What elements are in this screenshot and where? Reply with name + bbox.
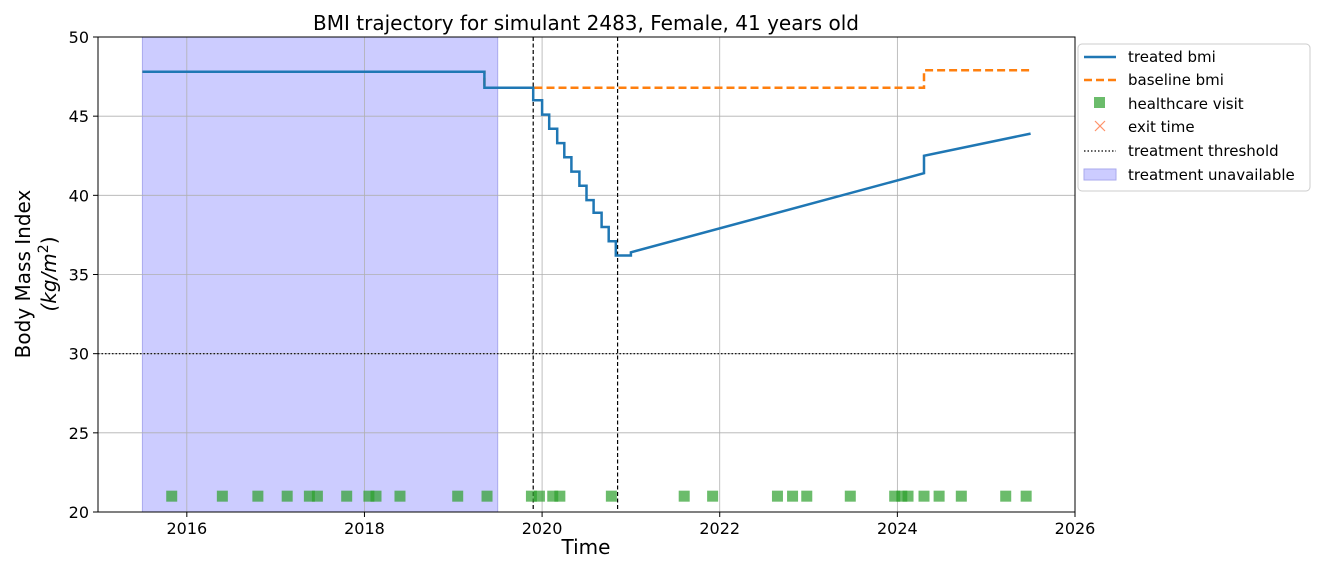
legend-label-treated: treated bmi (1128, 48, 1216, 66)
healthcare-visit-marker (394, 490, 406, 502)
healthcare-visit-marker (547, 490, 559, 502)
healthcare-visit-marker (525, 490, 537, 502)
healthcare-visit-marker (801, 490, 813, 502)
healthcare-visit-marker (303, 490, 315, 502)
healthcare-visit-marker (771, 490, 783, 502)
y-axis-unit: (kg/m2) (36, 236, 61, 311)
y-tick-label: 50 (69, 28, 89, 47)
healthcare-visit-marker (902, 490, 914, 502)
healthcare-visit-marker (281, 490, 293, 502)
treated-bmi-line (142, 70, 1031, 257)
grid (98, 37, 1075, 512)
y-tick-label: 25 (69, 424, 89, 443)
y-tick-label: 40 (69, 186, 89, 205)
healthcare-visit-marker (933, 490, 945, 502)
y-axis-title: Body Mass Index (11, 190, 35, 359)
legend-label-threshold: treatment threshold (1128, 142, 1279, 160)
healthcare-visit-marker (1000, 490, 1012, 502)
legend-label-baseline: baseline bmi (1128, 71, 1224, 89)
healthcare-visit-marker (311, 490, 323, 502)
legend-swatch-unavailable (1083, 168, 1117, 181)
baseline-bmi-line (142, 69, 1031, 89)
chart-title: BMI trajectory for simulant 2483, Female… (313, 11, 859, 35)
healthcare-visit-marker (1020, 490, 1032, 502)
healthcare-visit-marker (844, 490, 856, 502)
healthcare-visit-marker (787, 490, 799, 502)
x-tick-label: 2024 (877, 519, 918, 538)
healthcare-visit-marker (216, 490, 228, 502)
healthcare-visit-marker (363, 490, 375, 502)
healthcare-visit-marker (678, 490, 690, 502)
healthcare-visit-marker (896, 490, 908, 502)
legend-box (1077, 43, 1311, 192)
legend-label-visit: healthcare visit (1128, 95, 1244, 113)
legend-label-unavailable: treatment unavailable (1128, 166, 1295, 184)
legend-swatch-visit (1094, 97, 1105, 108)
healthcare-visit-marker (341, 490, 353, 502)
healthcare-visit-marker (955, 490, 967, 502)
y-tick-label: 20 (69, 503, 89, 522)
x-tick-label: 2016 (166, 519, 207, 538)
healthcare-visit-marker (452, 490, 464, 502)
series-lines (142, 69, 1031, 257)
healthcare-visit-marker (481, 490, 493, 502)
healthcare-visit-marker (707, 490, 719, 502)
healthcare-visit-marker (370, 490, 382, 502)
legend: treated bmi baseline bmi healthcare visi… (1077, 43, 1311, 192)
healthcare-visit-marker (918, 490, 930, 502)
healthcare-visit-marker (252, 490, 264, 502)
y-tick-label: 45 (69, 107, 89, 126)
x-tick-label: 2018 (344, 519, 385, 538)
legend-swatch-exit (1094, 120, 1106, 132)
healthcare-visit-marker (889, 490, 901, 502)
treatment-markers (532, 37, 619, 512)
x-tick-label: 2022 (699, 519, 740, 538)
healthcare-visit-marker (166, 490, 178, 502)
healthcare-visit-marker (554, 490, 566, 502)
ticks: 2016 2018 2020 2022 2024 2026 20 25 30 35 40 45 50 (69, 28, 1096, 538)
x-tick-label: 2020 (522, 519, 563, 538)
healthcare-visits (166, 490, 1032, 502)
healthcare-visit-marker (605, 490, 617, 502)
x-axis-title: Time (561, 535, 611, 559)
y-tick-label: 30 (69, 345, 89, 364)
healthcare-visit-marker (533, 490, 545, 502)
legend-label-exit: exit time (1128, 118, 1195, 136)
x-tick-label: 2026 (1055, 519, 1096, 538)
y-tick-label: 35 (69, 266, 89, 285)
